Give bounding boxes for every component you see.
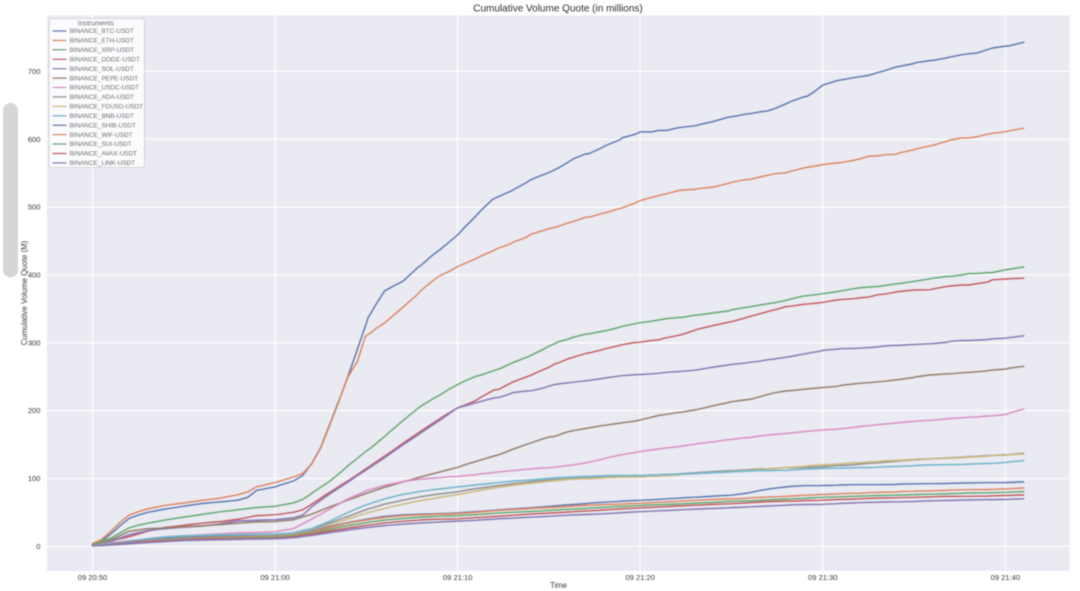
svg-text:BINANCE_WIF-USDT: BINANCE_WIF-USDT bbox=[70, 132, 133, 139]
svg-text:100: 100 bbox=[28, 474, 41, 483]
svg-text:BINANCE_BNB-USDT: BINANCE_BNB-USDT bbox=[70, 113, 135, 120]
svg-text:BINANCE_AVAX-USDT: BINANCE_AVAX-USDT bbox=[70, 151, 138, 158]
svg-text:400: 400 bbox=[28, 271, 41, 280]
svg-text:09 21:00: 09 21:00 bbox=[260, 573, 290, 582]
svg-text:09 21:30: 09 21:30 bbox=[808, 573, 838, 582]
svg-text:BINANCE_USDC-USDT: BINANCE_USDC-USDT bbox=[70, 85, 140, 92]
svg-text:Cumulative Volume Quote (in mi: Cumulative Volume Quote (in millions) bbox=[473, 4, 643, 15]
svg-text:200: 200 bbox=[28, 406, 41, 415]
svg-text:BINANCE_BTC-USDT: BINANCE_BTC-USDT bbox=[70, 28, 134, 35]
svg-text:09 20:50: 09 20:50 bbox=[78, 573, 108, 582]
svg-text:300: 300 bbox=[28, 338, 41, 347]
svg-text:500: 500 bbox=[28, 203, 41, 212]
svg-text:BINANCE_PEPE-USDT: BINANCE_PEPE-USDT bbox=[70, 75, 139, 82]
svg-text:600: 600 bbox=[28, 135, 41, 144]
svg-text:BINANCE_DOGE-USDT: BINANCE_DOGE-USDT bbox=[70, 57, 140, 64]
svg-text:BINANCE_SOL-USDT: BINANCE_SOL-USDT bbox=[70, 66, 134, 73]
svg-text:Time: Time bbox=[550, 581, 567, 590]
svg-text:Cumulative Volume Quote (M): Cumulative Volume Quote (M) bbox=[20, 240, 29, 345]
svg-text:09 21:40: 09 21:40 bbox=[991, 573, 1021, 582]
svg-text:BINANCE_LINK-USDT: BINANCE_LINK-USDT bbox=[70, 160, 136, 167]
svg-text:BINANCE_ETH-USDT: BINANCE_ETH-USDT bbox=[70, 38, 134, 45]
svg-text:BINANCE_ADA-USDT: BINANCE_ADA-USDT bbox=[70, 94, 135, 101]
svg-text:BINANCE_FDUSD-USDT: BINANCE_FDUSD-USDT bbox=[70, 104, 144, 111]
svg-text:09 21:10: 09 21:10 bbox=[443, 573, 473, 582]
svg-text:09 21:20: 09 21:20 bbox=[625, 573, 655, 582]
svg-text:BINANCE_SUI-USDT: BINANCE_SUI-USDT bbox=[70, 141, 132, 148]
svg-text:700: 700 bbox=[28, 67, 41, 76]
svg-text:0: 0 bbox=[36, 542, 40, 551]
svg-text:BINANCE_SHIB-USDT: BINANCE_SHIB-USDT bbox=[70, 122, 136, 129]
svg-text:BINANCE_XRP-USDT: BINANCE_XRP-USDT bbox=[70, 47, 135, 54]
svg-text:Instruments: Instruments bbox=[78, 21, 115, 28]
